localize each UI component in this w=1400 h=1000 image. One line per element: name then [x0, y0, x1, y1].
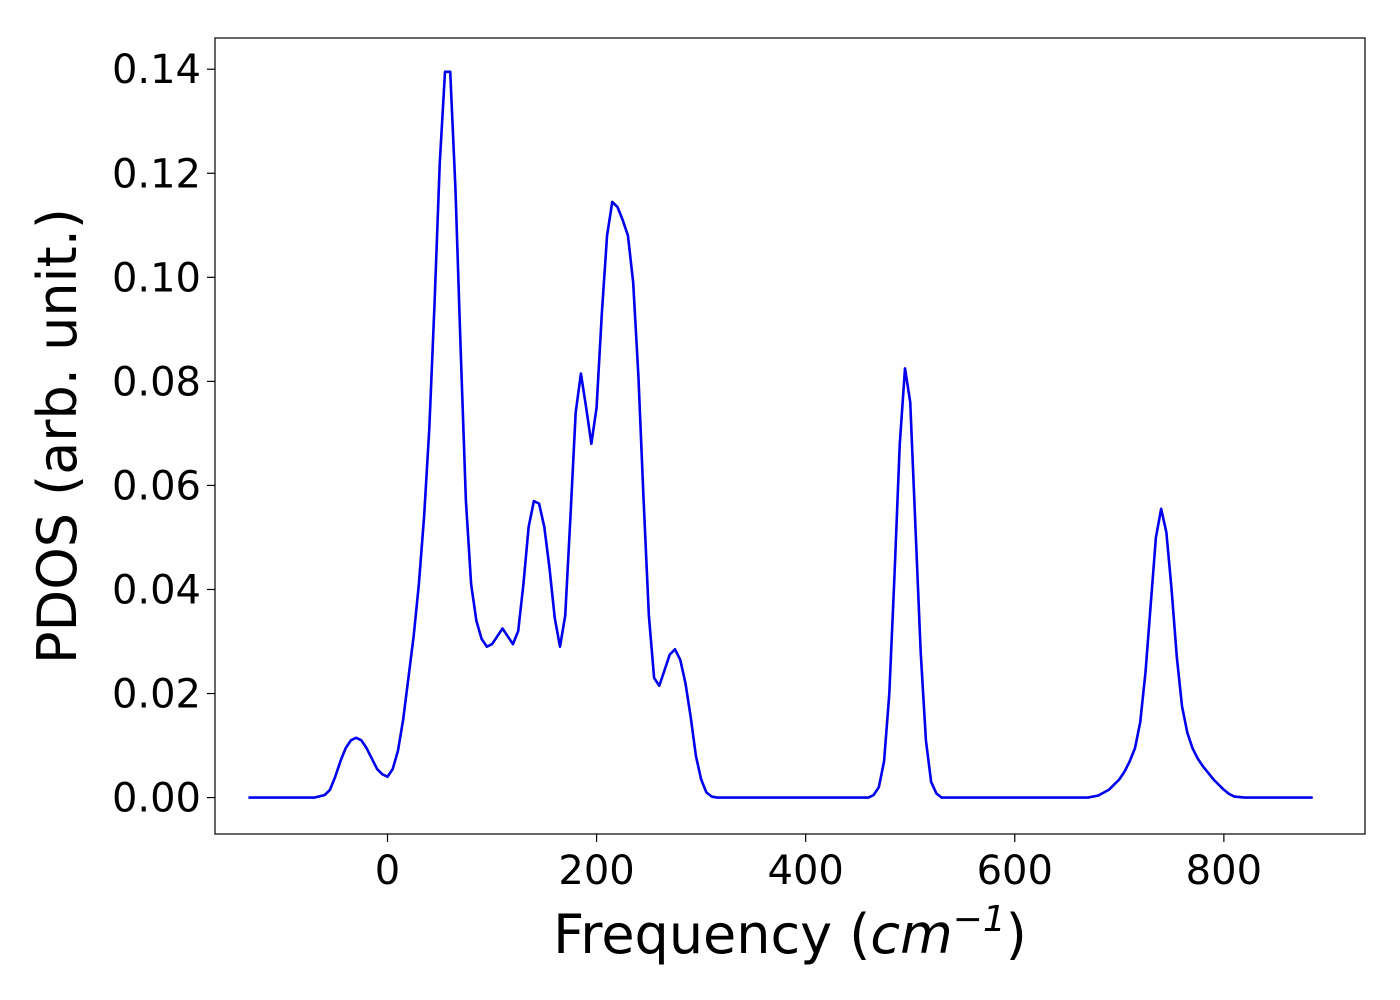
y-tick-label: 0.08 — [112, 359, 201, 405]
y-axis-ticks: 0.00 0.02 0.04 0.06 0.08 0.10 0.12 0.14 — [112, 47, 215, 822]
y-tick-label: 0.10 — [112, 255, 201, 301]
y-tick-label: 0.06 — [112, 463, 201, 509]
x-tick-label: 400 — [768, 848, 844, 894]
x-axis-ticks: 0 200 400 600 800 — [375, 834, 1262, 894]
y-tick-label: 0.04 — [112, 567, 201, 613]
x-tick-label: 800 — [1186, 848, 1262, 894]
x-axis-label: Frequency (cm−1) — [553, 899, 1027, 966]
x-tick-label: 600 — [977, 848, 1053, 894]
pdos-line — [248, 70, 1313, 799]
y-tick-label: 0.02 — [112, 672, 201, 718]
y-axis-label: PDOS (arb. unit.) — [26, 208, 89, 664]
y-tick-label: 0.12 — [112, 151, 201, 197]
x-tick-label: 200 — [558, 848, 634, 894]
y-tick-label: 0.14 — [112, 47, 201, 93]
x-tick-label: 0 — [375, 848, 400, 894]
plot-frame — [214, 37, 1366, 835]
y-tick-label: 0.00 — [112, 776, 201, 822]
